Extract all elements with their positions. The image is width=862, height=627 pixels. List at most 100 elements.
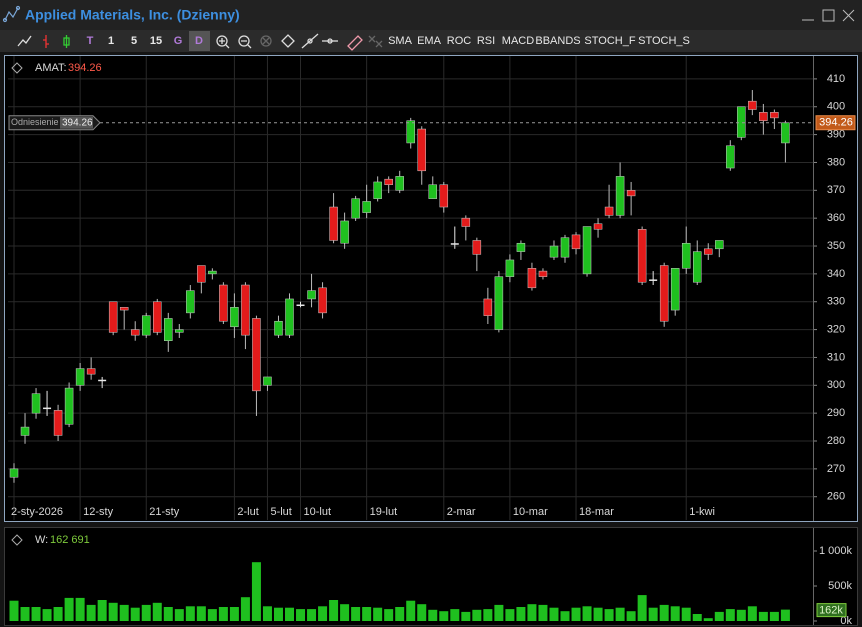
volume-bar bbox=[362, 607, 372, 621]
panel-handles[interactable] bbox=[11, 62, 23, 546]
volume-bar bbox=[417, 604, 427, 621]
volume-bar bbox=[119, 604, 129, 621]
candle-body bbox=[108, 301, 118, 333]
candle-body bbox=[9, 468, 19, 478]
y-tick-label: 360 bbox=[827, 212, 845, 224]
indicator-button[interactable]: SMA bbox=[388, 35, 413, 47]
volume-bar bbox=[714, 611, 724, 621]
candle-body bbox=[748, 100, 757, 110]
period-button[interactable]: 5 bbox=[131, 35, 137, 47]
volume-bar bbox=[141, 604, 151, 621]
symbol-label: AMAT: bbox=[35, 62, 67, 74]
period-button[interactable]: D bbox=[195, 35, 203, 47]
y-tick-label: 500k bbox=[828, 580, 852, 592]
volume-bar bbox=[725, 609, 735, 621]
indicator-button[interactable]: STOCH_S bbox=[638, 35, 690, 47]
candle-body bbox=[230, 307, 239, 328]
toolbar bbox=[0, 30, 862, 52]
y-tick-label: 270 bbox=[827, 463, 845, 475]
price-panel bbox=[4, 55, 858, 522]
volume-bar bbox=[384, 609, 394, 621]
period-button[interactable]: T bbox=[87, 35, 94, 47]
candle-body bbox=[53, 410, 63, 436]
candle-body bbox=[296, 304, 305, 307]
volume-readout-label: W: bbox=[35, 534, 48, 546]
reference-label: Odniesienie bbox=[11, 117, 59, 127]
volume-bar bbox=[318, 606, 328, 621]
title-bar bbox=[0, 0, 862, 30]
period-button[interactable]: 1 bbox=[108, 35, 114, 47]
volume-bar bbox=[296, 609, 306, 621]
candle-body bbox=[626, 190, 636, 197]
window-title: Applied Materials, Inc. (Dzienny) bbox=[25, 7, 240, 23]
period-button[interactable]: G bbox=[174, 35, 183, 47]
candle-body bbox=[219, 284, 228, 322]
indicator-button[interactable]: EMA bbox=[417, 35, 442, 47]
candle-body bbox=[527, 268, 537, 289]
candle-body bbox=[43, 407, 52, 410]
candle-body bbox=[494, 276, 504, 330]
candle-body bbox=[759, 112, 768, 121]
y-tick-label: 340 bbox=[827, 268, 845, 280]
window-controls[interactable] bbox=[802, 9, 855, 22]
volume-bar bbox=[285, 607, 294, 621]
indicator-button[interactable]: STOCH_F bbox=[584, 35, 635, 47]
period-button[interactable]: 15 bbox=[150, 35, 162, 47]
toolbar-icons[interactable] bbox=[17, 33, 383, 51]
candle-body bbox=[770, 112, 779, 119]
volume-bar bbox=[659, 604, 669, 621]
volume-bar bbox=[97, 600, 107, 621]
volume-bar bbox=[615, 607, 625, 621]
x-tick-label: 10-lut bbox=[304, 506, 332, 518]
y-tick-label: 1 000k bbox=[819, 545, 853, 557]
candle-body bbox=[417, 128, 426, 172]
volume-bar bbox=[637, 595, 647, 621]
x-tick-label: 2-sty-2026 bbox=[11, 506, 63, 518]
y-tick-label: 280 bbox=[827, 435, 845, 447]
last-price-axis: 394.26 bbox=[819, 117, 853, 129]
x-tick-label: 2-mar bbox=[447, 506, 476, 518]
candle-body bbox=[637, 229, 647, 283]
candle-body bbox=[384, 178, 393, 185]
volume-bar bbox=[582, 606, 592, 621]
x-tick-label: 18-mar bbox=[579, 506, 614, 518]
volume-bar bbox=[373, 607, 383, 621]
volume-bar bbox=[549, 607, 559, 621]
y-tick-label: 390 bbox=[827, 129, 845, 141]
candle-body bbox=[538, 270, 548, 277]
volume-bar bbox=[108, 602, 118, 621]
last-price-badge bbox=[815, 115, 856, 131]
volume-bar bbox=[9, 600, 19, 621]
indicator-buttons: SMA EMA ROC RSI MACD BBANDS STOCH_F STOCH_S bbox=[388, 35, 690, 47]
x-tick-label: 5-lut bbox=[270, 506, 291, 518]
candle-body bbox=[208, 270, 217, 275]
volume-bar bbox=[31, 607, 41, 621]
volume-bar bbox=[262, 606, 272, 621]
indicator-button[interactable]: ROC bbox=[447, 35, 472, 47]
y-tick-label: 410 bbox=[827, 73, 845, 85]
indicator-button[interactable]: MACD bbox=[502, 35, 534, 47]
volume-bar bbox=[340, 604, 350, 621]
candle-body bbox=[351, 198, 360, 219]
volume-bar bbox=[736, 609, 746, 621]
volume-bar bbox=[406, 600, 416, 621]
y-tick-label: 330 bbox=[827, 296, 845, 308]
volume-bar bbox=[483, 609, 493, 621]
volume-bar bbox=[185, 606, 195, 621]
last-volume-label: 162k bbox=[819, 605, 843, 617]
candle-body bbox=[285, 298, 294, 336]
volume-bar bbox=[527, 604, 537, 621]
volume-bar bbox=[20, 607, 30, 621]
volume-bar bbox=[780, 609, 790, 621]
candle-body bbox=[241, 284, 250, 336]
candle-body bbox=[175, 329, 184, 333]
volume-bar bbox=[75, 597, 85, 621]
y-tick-label: 300 bbox=[827, 379, 845, 391]
indicator-button[interactable]: RSI bbox=[477, 35, 495, 47]
volume-bar bbox=[516, 607, 526, 621]
candle-body bbox=[340, 220, 349, 244]
candle-body bbox=[450, 243, 459, 245]
candle-body bbox=[781, 122, 790, 144]
volume-bar bbox=[758, 611, 768, 621]
indicator-button[interactable]: BBANDS bbox=[535, 35, 580, 47]
